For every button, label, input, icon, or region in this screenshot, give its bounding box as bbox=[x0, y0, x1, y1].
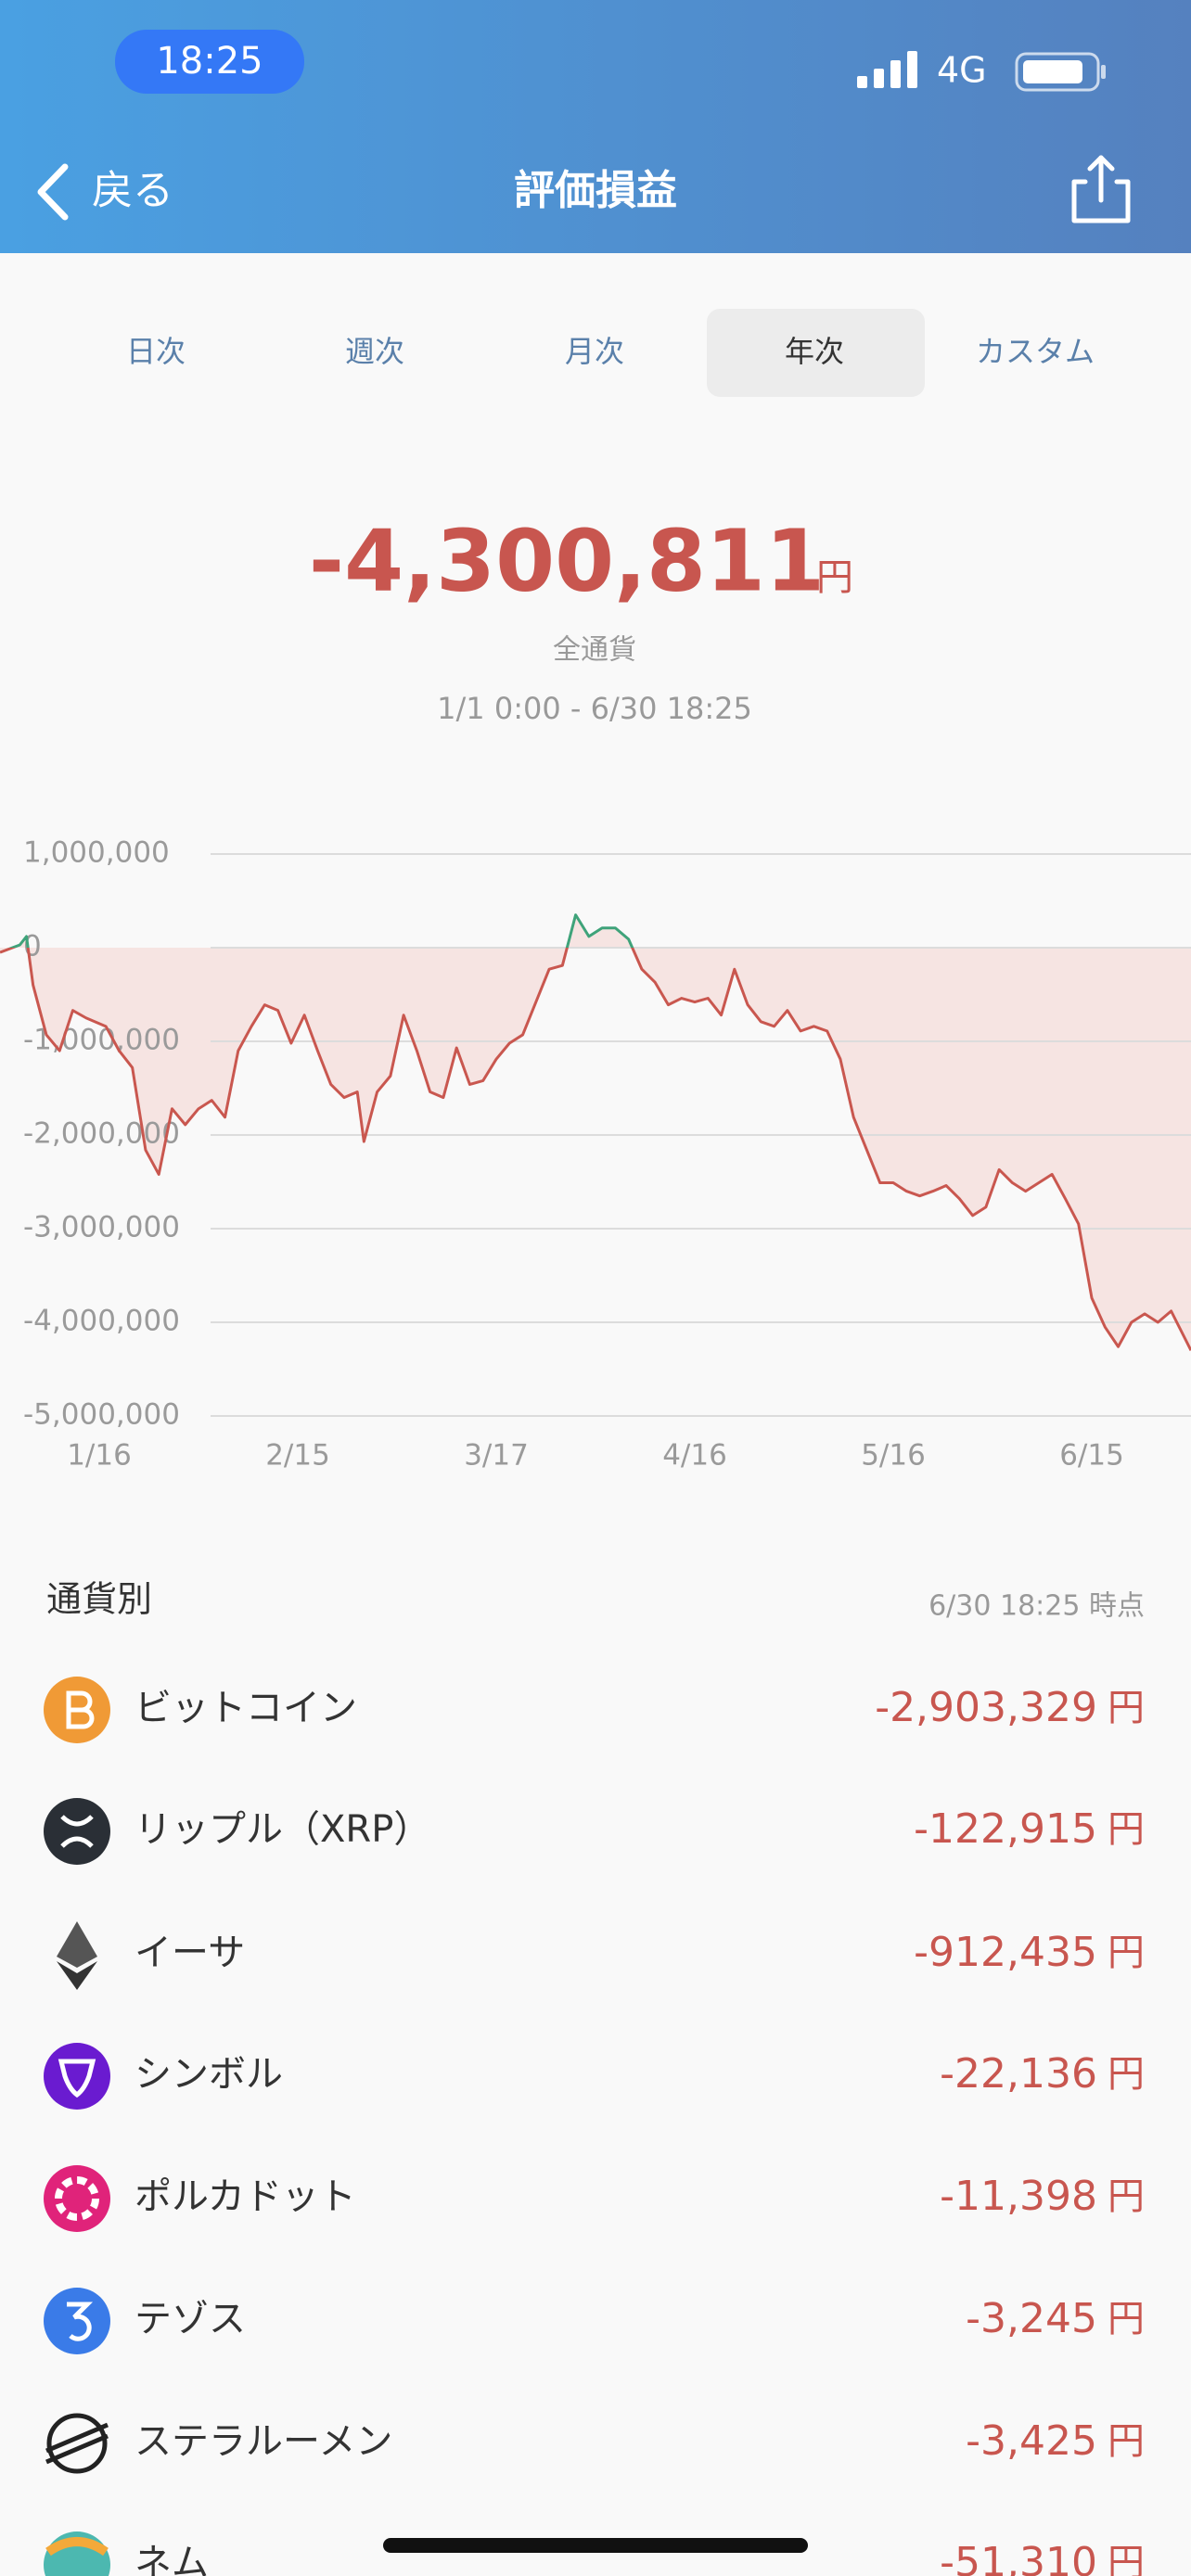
icon-glyph bbox=[58, 2059, 96, 2098]
currency-name: シンボル bbox=[134, 2053, 283, 2096]
icon-eth bbox=[57, 1921, 97, 1968]
currency-amount: -912,435 bbox=[914, 1929, 1097, 1976]
currency-name: リップル（XRP） bbox=[134, 1808, 430, 1851]
icon-glyph bbox=[60, 1815, 94, 1848]
currency-name: ポルカドット bbox=[134, 2175, 356, 2218]
currency-unit: 円 bbox=[1108, 2298, 1145, 2340]
currency-amount: -2,903,329 bbox=[875, 1684, 1097, 1731]
currency-unit: 円 bbox=[1108, 2420, 1145, 2463]
y-tick-label: -2,000,000 bbox=[23, 1117, 180, 1151]
y-tick-label: 1,000,000 bbox=[23, 836, 170, 870]
currency-unit: 円 bbox=[1108, 2053, 1145, 2096]
back-button[interactable]: 戻る bbox=[37, 163, 173, 221]
currency-name: ステラルーメン bbox=[134, 2420, 392, 2463]
tab[interactable]: 年次 bbox=[785, 334, 844, 369]
currency-amount: -3,425 bbox=[966, 2417, 1097, 2465]
icon-symbol bbox=[44, 2043, 110, 2110]
icon-eth-low bbox=[57, 1961, 97, 1990]
tab-selected-bg bbox=[707, 309, 925, 397]
battery-icon bbox=[1015, 52, 1106, 92]
scope: 全通貨 bbox=[553, 634, 636, 667]
currency-name: ネム bbox=[134, 2542, 209, 2576]
icon-glyph bbox=[66, 1690, 95, 1729]
x-tick-label: 1/16 bbox=[67, 1439, 132, 1473]
tab[interactable]: 月次 bbox=[565, 334, 624, 369]
y-tick-label: -1,000,000 bbox=[23, 1024, 180, 1057]
period: 1/1 0:00 - 6/30 18:25 bbox=[437, 691, 752, 726]
time-pill bbox=[115, 30, 304, 94]
icon-xlm bbox=[46, 2413, 108, 2474]
icon-xrp bbox=[44, 1798, 110, 1865]
currency-name: イーサ bbox=[134, 1932, 245, 1974]
network: 4G bbox=[937, 50, 987, 91]
x-tick-label: 5/16 bbox=[861, 1439, 926, 1473]
as-of: 6/30 18:25 時点 bbox=[928, 1590, 1145, 1623]
tab[interactable]: カスタム bbox=[976, 334, 1095, 369]
share-button[interactable] bbox=[1071, 155, 1131, 223]
icon-glyph bbox=[67, 2302, 94, 2341]
icon-glyph bbox=[55, 2176, 99, 2221]
currency-name: ビットコイン bbox=[134, 1687, 357, 1729]
currency-unit: 円 bbox=[1108, 1808, 1145, 1851]
x-tick-label: 2/15 bbox=[265, 1439, 330, 1473]
currency-unit: 円 bbox=[1108, 2175, 1145, 2218]
currency-name: テゾス bbox=[134, 2298, 246, 2340]
total-value: -4,300,811 bbox=[309, 511, 825, 610]
currency-amount: -22,136 bbox=[940, 2050, 1097, 2098]
line bbox=[0, 913, 1191, 1351]
y-tick-label: -4,000,000 bbox=[23, 1305, 180, 1338]
currency-amount: -11,398 bbox=[940, 2173, 1097, 2220]
home-indicator bbox=[383, 2538, 808, 2553]
y-tick-label: 0 bbox=[23, 930, 42, 963]
currency-amount: -122,915 bbox=[914, 1805, 1097, 1853]
y-tick-label: -5,000,000 bbox=[23, 1398, 180, 1432]
y-tick-label: -3,000,000 bbox=[23, 1211, 180, 1244]
icon-glyph bbox=[45, 2422, 109, 2465]
signal-icon bbox=[857, 51, 917, 88]
clock: 18:25 bbox=[156, 40, 263, 83]
currency-unit: 円 bbox=[1108, 2542, 1145, 2576]
currency-unit: 円 bbox=[1108, 1687, 1145, 1729]
x-tick-label: 3/17 bbox=[464, 1439, 529, 1473]
nav-title: 評価損益 bbox=[514, 167, 677, 214]
total-unit: 円 bbox=[816, 556, 853, 599]
back-label[interactable]: 戻る bbox=[92, 167, 173, 214]
tab[interactable]: 日次 bbox=[126, 334, 186, 369]
icon-xtz bbox=[44, 2288, 110, 2354]
currency-unit: 円 bbox=[1108, 1932, 1145, 1974]
x-tick-label: 6/15 bbox=[1059, 1439, 1124, 1473]
tab[interactable]: 週次 bbox=[345, 334, 404, 369]
x-tick-label: 4/16 bbox=[662, 1439, 727, 1473]
currency-amount: -3,245 bbox=[966, 2295, 1097, 2342]
section-title: 通貨別 bbox=[46, 1579, 152, 1620]
icon-glyph bbox=[45, 2537, 109, 2557]
area bbox=[0, 914, 1191, 1351]
icon-dot bbox=[44, 2165, 110, 2232]
currency-amount: -51,310 bbox=[940, 2539, 1097, 2576]
